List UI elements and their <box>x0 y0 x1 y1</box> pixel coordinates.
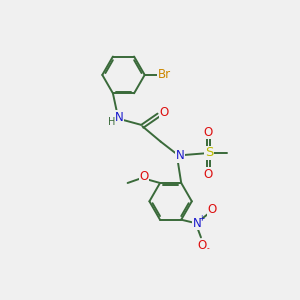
Text: Br: Br <box>158 68 171 81</box>
Text: N: N <box>176 149 185 162</box>
Text: +: + <box>199 214 205 223</box>
Text: O: O <box>198 239 207 252</box>
Text: O: O <box>208 203 217 216</box>
Text: N: N <box>114 111 123 124</box>
Text: O: O <box>159 106 169 119</box>
Text: N: N <box>193 217 202 230</box>
Text: -: - <box>207 244 210 253</box>
Text: O: O <box>139 170 148 183</box>
Text: S: S <box>205 146 213 159</box>
Text: O: O <box>204 168 213 181</box>
Text: H: H <box>108 117 116 127</box>
Text: O: O <box>204 126 213 139</box>
